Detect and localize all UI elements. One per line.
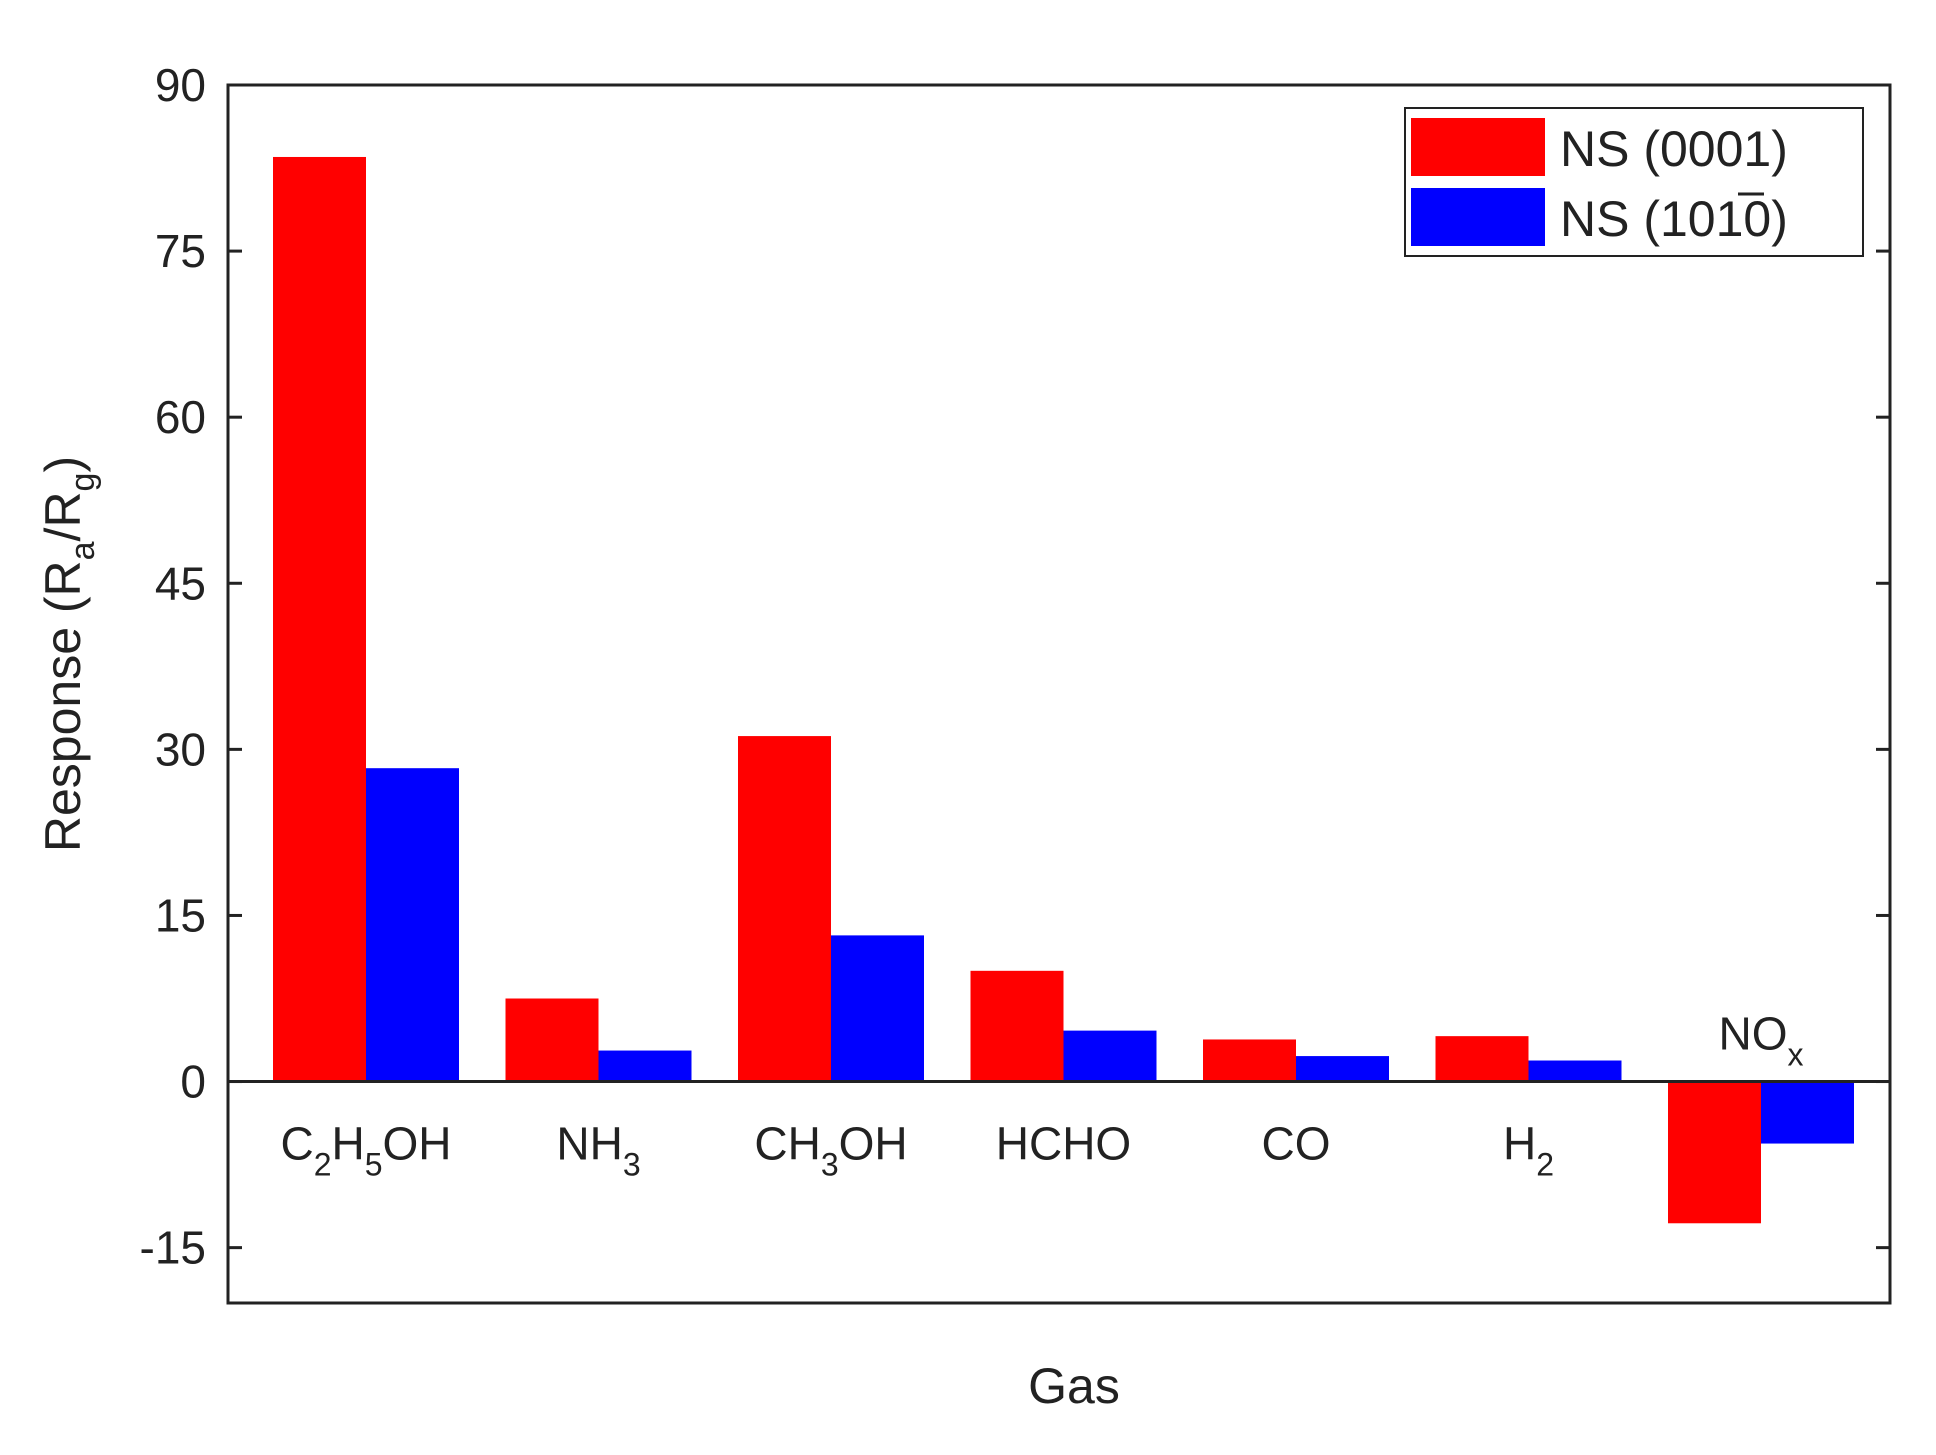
bar-h2-series-1 [1528,1060,1622,1082]
legend-swatch-ns-0001 [1411,118,1545,176]
y-tick-label: 15 [155,889,206,941]
legend-label-ns-1010: NS (1010) [1560,191,1788,247]
y-axis-title: Response (Ra/Rg) [35,456,102,852]
label-text: CH [754,1118,820,1170]
category-label-co: CO [1262,1118,1331,1170]
y-tick-label: 45 [155,557,206,609]
bar-co-series-1 [1296,1056,1389,1082]
label-text: NO [1719,1008,1788,1060]
bar-c2h5oh-series-1 [366,768,459,1082]
y-tick-label: 90 [155,59,206,111]
category-label-h2: H2 [1503,1118,1554,1183]
label-text: C [280,1118,313,1170]
category-label-c2h5oh: C2H5OH [280,1118,451,1183]
x-axis-title: Gas [1028,1358,1120,1414]
bars-layer [273,156,1854,1224]
y-tick-label: -15 [140,1222,206,1274]
label-text: H [1503,1118,1536,1170]
bar-nox-series-1 [1761,1081,1854,1144]
category-label-nh3: NH3 [556,1118,640,1183]
label-text: CO [1262,1118,1331,1170]
subscript: 2 [1536,1147,1554,1183]
label-text: HCHO [996,1118,1131,1170]
label-text: H [332,1118,365,1170]
bar-ch3oh-series-1 [831,935,924,1082]
legend-label-ns-0001: NS (0001) [1560,121,1788,177]
bar-nh3-series-1 [598,1050,692,1082]
bar-co-series-0 [1203,1039,1296,1082]
bar-ch3oh-series-0 [738,736,831,1082]
bar-nox-series-0 [1668,1081,1761,1224]
legend: NS (0001) NS (1010) [1404,107,1864,257]
label-text: OH [383,1118,452,1170]
subscript: 2 [314,1147,332,1183]
y-tick-label: 0 [180,1056,206,1108]
subscript: 3 [623,1147,641,1183]
plot-frame [226,83,1892,1305]
y-tick-label: 75 [155,225,206,277]
bar-hcho-series-1 [1063,1030,1157,1082]
label-text: NH [556,1118,622,1170]
subscript: 3 [821,1147,839,1183]
legend-swatch-ns-1010 [1411,188,1545,246]
category-label-hcho: HCHO [996,1118,1131,1170]
y-tick-label: 30 [155,723,206,775]
bar-nh3-series-0 [505,998,599,1082]
bar-c2h5oh-series-0 [273,156,366,1082]
subscript: x [1788,1037,1804,1073]
bar-h2-series-0 [1435,1036,1529,1082]
label-text: OH [839,1118,908,1170]
category-label-nox: NOx [1719,1008,1804,1073]
subscript: 5 [365,1147,383,1183]
y-axis: -15 0 15 30 45 60 75 90 [140,59,1890,1274]
category-label-ch3oh: CH3OH [754,1118,907,1183]
bar-hcho-series-0 [970,970,1064,1082]
y-tick-label: 60 [155,391,206,443]
